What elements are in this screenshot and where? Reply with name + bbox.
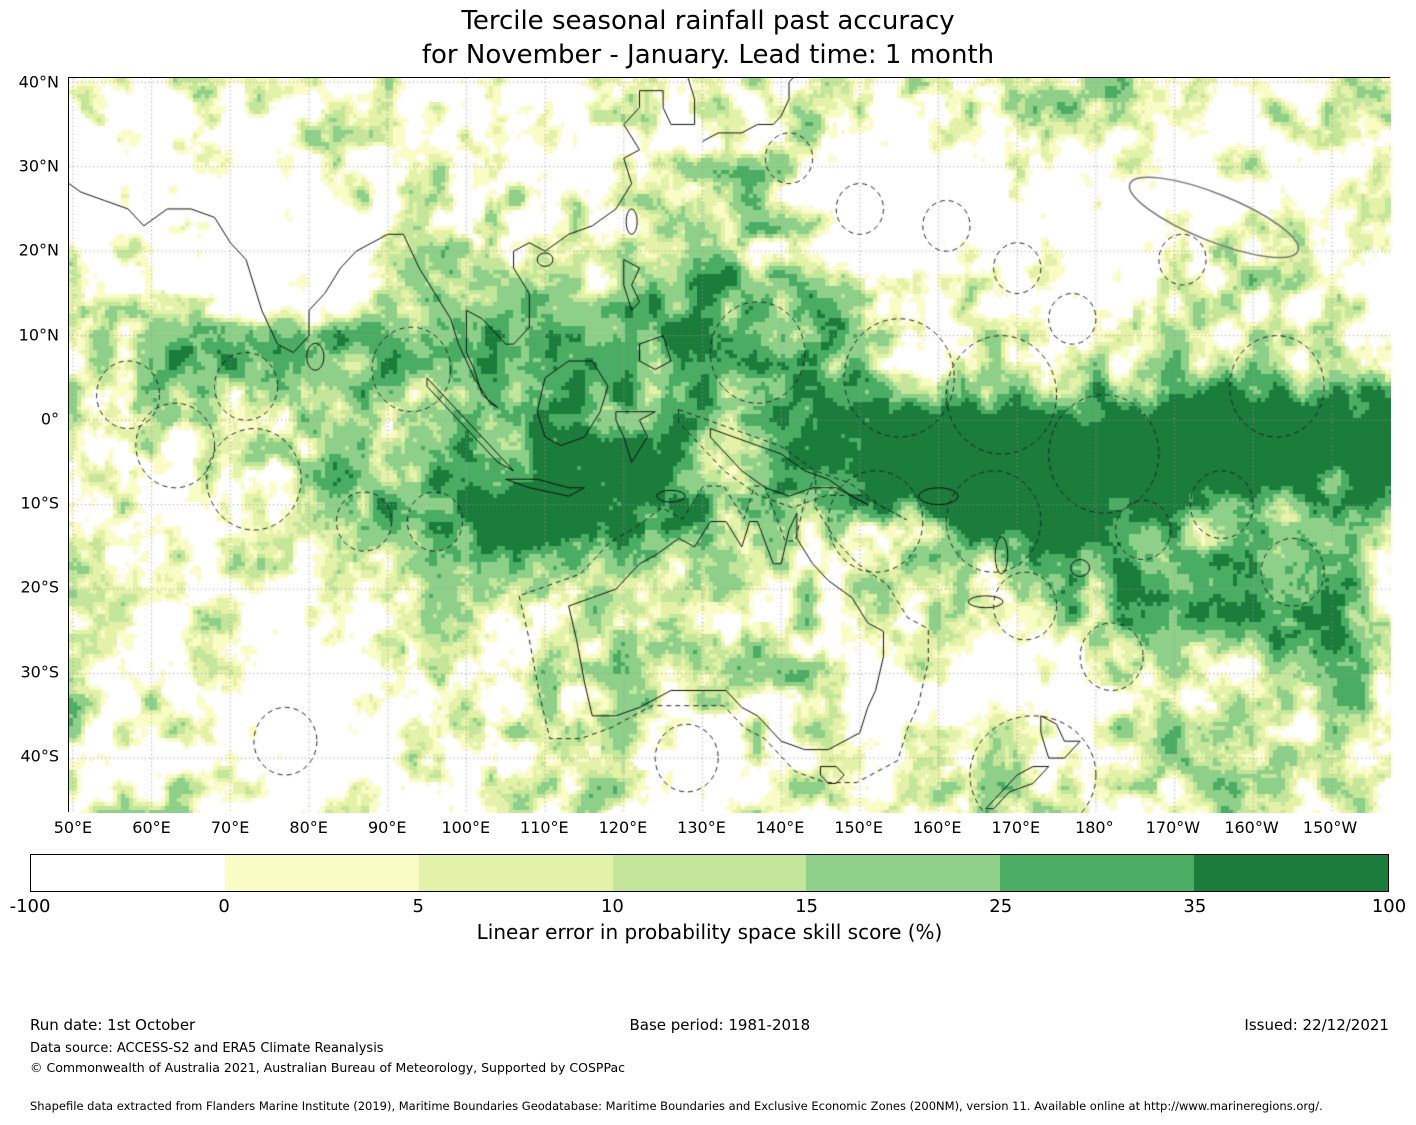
footer-row-meta: Run date: 1st October Base period: 1981-… (0, 1016, 1416, 1034)
title-line-1: Tercile seasonal rainfall past accuracy (461, 6, 955, 36)
footer: Run date: 1st October Base period: 1981-… (0, 1016, 1416, 1113)
base-period: Base period: 1981-2018 (629, 1015, 811, 1034)
y-axis-tick-label: 40°N (18, 72, 59, 92)
colorbar-segment (418, 854, 613, 891)
y-axis-tick-label: 20°N (18, 240, 59, 260)
map-plot-area: 40°N 30°N 20°N 10°N 0° 10°S 20°S 30°S 40°S 50°E 6… (19, 72, 1391, 837)
figure-title: Tercile seasonal rainfall past accuracy … (0, 0, 1416, 73)
colorbar-segment (224, 854, 419, 891)
y-axis-tick-label: 10°N (18, 325, 59, 345)
x-axis: 50°E 60°E 70°E 80°E 90°E 100°E 110°E 120°E 130°E… (54, 811, 1389, 839)
colorbar-segment (612, 854, 807, 891)
issued-date: Issued: 22/12/2021 (1244, 1015, 1389, 1034)
x-axis-tick-label: 110°E (520, 817, 569, 837)
x-axis-tick-label: 160°E (912, 817, 962, 837)
x-axis-tick-label: 100°E (441, 817, 491, 837)
x-axis-tick-label: 160°W (1224, 817, 1279, 837)
x-axis-tick-label: 140°E (755, 817, 805, 837)
colorbar-segment (806, 854, 1001, 891)
x-axis-tick-label: 60°E (132, 817, 171, 837)
y-axis-tick-label: 10°S (20, 493, 59, 513)
y-axis-tick-label: 0° (40, 409, 59, 429)
x-axis-tick-label: 150°W (1302, 817, 1358, 837)
colorbar-tick-label: 5 (412, 895, 425, 917)
colorbar-label: Linear error in probability space skill … (476, 919, 943, 944)
colorbar-tick-label: 10 (600, 895, 624, 917)
data-source: Data source: ACCESS-S2 and ERA5 Climate … (30, 1040, 384, 1056)
colorbar-ticks: -100 0 5 10 15 25 35 100 (10, 892, 1407, 918)
x-axis-tick-label: 80°E (289, 817, 328, 837)
title-line-2: for November - January. Lead time: 1 mon… (421, 40, 995, 71)
map-canvas (69, 77, 1391, 813)
colorbar-segment (31, 854, 225, 891)
colorbar-tick-label: 35 (1183, 895, 1207, 917)
run-date: Run date: 1st October (30, 1015, 196, 1034)
colorbar-segment (1194, 854, 1389, 891)
y-axis-tick-label: 30°N (18, 156, 59, 176)
colorbar-tick-label: 100 (1371, 895, 1407, 917)
x-axis-tick-label: 50°E (53, 817, 93, 837)
x-axis-tick-label: 170°W (1145, 817, 1201, 837)
x-axis-tick-label: 120°E (598, 817, 648, 837)
x-axis-tick-label: 180° (1075, 817, 1114, 837)
colorbar-segment (1000, 854, 1195, 891)
y-axis-tick-label: 40°S (20, 746, 59, 766)
colorbar-tick-label: -100 (9, 895, 51, 917)
y-axis-tick-label: 30°S (20, 662, 59, 682)
colorbar: -100 0 5 10 15 25 35 100 Linear error in probab… (10, 853, 1407, 944)
x-axis-tick-label: 150°E (834, 817, 883, 837)
colorbar-bar (30, 853, 1389, 892)
y-axis-tick-label: 20°S (20, 577, 59, 597)
x-axis-tick-label: 70°E (210, 817, 250, 837)
colorbar-tick-label: 0 (218, 895, 230, 917)
x-axis-tick-label: 170°E (991, 817, 1041, 837)
copyright: © Commonwealth of Australia 2021, Austra… (30, 1059, 625, 1075)
x-axis-tick-label: 130°E (677, 817, 726, 837)
colorbar-tick-label: 25 (989, 895, 1013, 917)
colorbar-tick-label: 15 (795, 895, 819, 917)
x-axis-tick-label: 90°E (367, 817, 407, 837)
shapefile-note: Shapefile data extracted from Flanders M… (30, 1098, 1323, 1113)
